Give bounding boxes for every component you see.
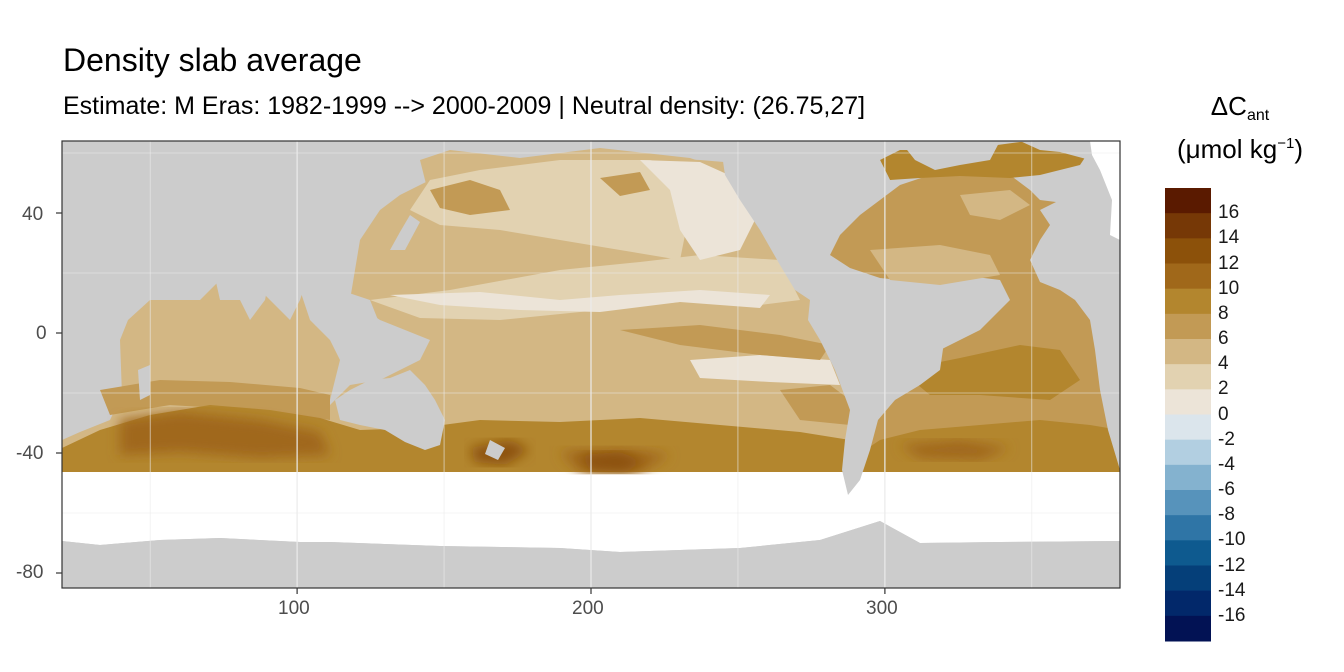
legend-swatch [1165,439,1211,466]
legend-label-item: 0 [1218,403,1229,425]
y-tick-minus80: -80 [16,562,44,583]
concentration-zones [62,160,1120,472]
legend-title-main: ΔC [1210,91,1247,121]
chart-subtitle: Estimate: M Eras: 1982-1999 --> 2000-200… [63,92,866,120]
legend-label-item: 16 [1218,202,1240,224]
legend-swatch [1165,213,1211,239]
legend-unit-open: (μmol kg [1177,133,1278,164]
legend-label-item: -6 [1218,479,1235,500]
legend-label-item: -4 [1218,453,1235,475]
legend-label-item: 14 [1218,227,1240,249]
legend-swatch [1165,490,1211,516]
x-tick-200: 200 [572,598,604,619]
legend-label-item: 2 [1218,378,1229,400]
legend-swatch [1165,238,1211,264]
map-panel [62,141,1120,588]
legend-swatch [1165,288,1211,315]
legend-label-item: -10 [1218,529,1246,551]
legend-swatch [1165,590,1211,617]
y-tick-0: 0 [36,323,47,344]
chart-title: Density slab average [63,42,362,78]
legend-swatch [1165,188,1211,214]
arctic-nodata [1090,141,1120,240]
legend-label-item: 8 [1218,302,1229,324]
legend-label-item: -12 [1218,554,1246,576]
grid-lines [62,141,1120,588]
legend-title: ΔCant (μmol kg−1) [1160,86,1320,170]
y-tick-minus40: -40 [16,443,44,464]
legend-swatch [1165,515,1211,541]
legend-swatch [1165,313,1211,340]
legend-label-item: -2 [1218,428,1235,450]
legend-swatch [1165,565,1211,592]
legend-swatch [1165,414,1211,441]
legend-label-item: 10 [1218,277,1240,299]
legend-unit-sup: −1 [1277,134,1295,152]
legend-swatch [1165,263,1211,290]
legend-unit-close: ) [1294,133,1303,164]
legend-label-item: -16 [1218,604,1246,626]
legend-colorbar [1165,188,1211,642]
legend-label-item: 4 [1218,353,1229,375]
legend-swatch [1165,540,1211,566]
legend-title-sub: ant [1246,107,1270,124]
x-tick-300: 300 [866,598,898,619]
x-tick-100: 100 [278,598,310,619]
y-tick-40: 40 [22,204,44,225]
legend-swatch [1165,615,1211,642]
legend-label-item: 6 [1218,328,1229,349]
legend-label-item: -14 [1218,579,1246,601]
legend-label-item: 12 [1218,252,1240,274]
legend-swatch [1165,339,1211,365]
legend-swatch [1165,464,1211,491]
axis-ticks [56,212,886,594]
legend-swatch [1165,364,1211,390]
legend-swatch [1165,389,1211,415]
legend-label-item: -8 [1218,504,1235,526]
